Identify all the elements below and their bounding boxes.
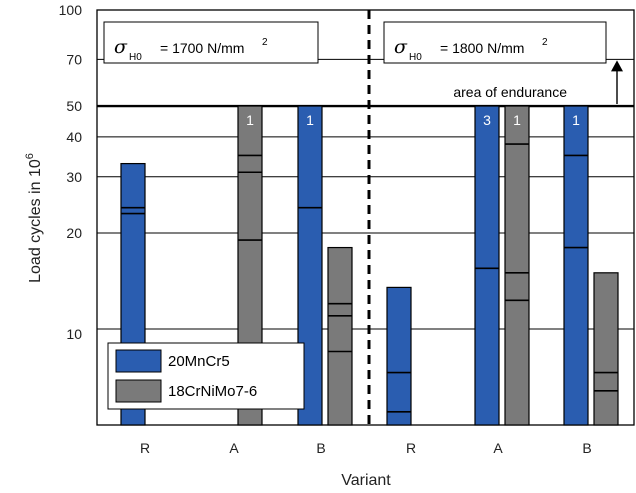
x-tick-label: B — [582, 440, 591, 456]
legend-swatch-20MnCr5 — [115, 349, 162, 373]
plot-frame — [96, 9, 635, 426]
bar-18CrNiMo7-6-0-B — [327, 246, 353, 426]
stress-symbol: σ — [394, 36, 408, 58]
stress-exponent: 2 — [542, 37, 548, 48]
y-tick-labels: 10 20 30 40 50 70 100 — [59, 2, 83, 342]
runout-count: 1 — [513, 112, 521, 128]
stress-subscript: H0 — [129, 52, 142, 63]
stress-value: = 1700 N/mm — [160, 40, 244, 56]
runout-count: 1 — [246, 112, 254, 128]
bar-20MnCr5-1-A — [474, 105, 500, 426]
endurance-arrow-head — [611, 60, 623, 72]
y-tick-label: 40 — [66, 129, 82, 145]
x-tick-label: B — [316, 440, 325, 456]
endurance-label: area of endurance — [453, 84, 567, 100]
stress-box-2 — [383, 21, 607, 64]
x-tick-label: A — [493, 440, 503, 456]
endurance-zone: area of endurance — [97, 60, 634, 108]
stress-value: = 1800 N/mm — [440, 40, 524, 56]
y-tick-label: 30 — [66, 169, 82, 185]
axis-titles: Variant Load cycles in 106 — [24, 153, 391, 489]
bar-20MnCr5-0-B — [297, 105, 323, 426]
y-tick-label: 50 — [66, 98, 82, 114]
runout-count: 1 — [306, 112, 314, 128]
x-axis-title: Variant — [341, 472, 391, 489]
stress-symbol: σ — [114, 36, 128, 58]
stress-box-1 — [103, 21, 319, 64]
y-axis-title: Load cycles in 106 — [24, 153, 44, 283]
y-tick-label: 70 — [66, 51, 82, 67]
runout-count: 1 — [572, 112, 580, 128]
x-tick-label: R — [406, 440, 416, 456]
legend: 20MnCr5 18CrNiMo7-6 — [107, 342, 305, 410]
bar-18CrNiMo7-6-1-A — [504, 105, 530, 426]
bar-18CrNiMo7-6-1-B — [593, 272, 619, 426]
x-tick-label: R — [140, 440, 150, 456]
bar-20MnCr5-1-B — [563, 105, 589, 426]
stress-subscript: H0 — [409, 52, 422, 63]
y-axis-title-text: Load cycles in 10 — [27, 159, 44, 283]
runout-count: 3 — [483, 112, 491, 128]
legend-label: 20MnCr5 — [168, 353, 230, 370]
stress-exponent: 2 — [262, 37, 268, 48]
y-tick-label: 10 — [66, 326, 82, 342]
y-tick-label: 100 — [59, 2, 83, 18]
legend-swatch-18CrNiMo7-6 — [115, 379, 162, 403]
y-tick-label: 20 — [66, 225, 82, 241]
x-tick-label: A — [229, 440, 239, 456]
stress-label-boxes: σ H0= 1700 N/mm 2 σ H0= 1800 N/mm 2 — [103, 21, 607, 64]
legend-label: 18CrNiMo7-6 — [168, 383, 257, 400]
y-axis-title-exponent: 6 — [24, 153, 36, 159]
bar-20MnCr5-1-R — [386, 286, 412, 426]
